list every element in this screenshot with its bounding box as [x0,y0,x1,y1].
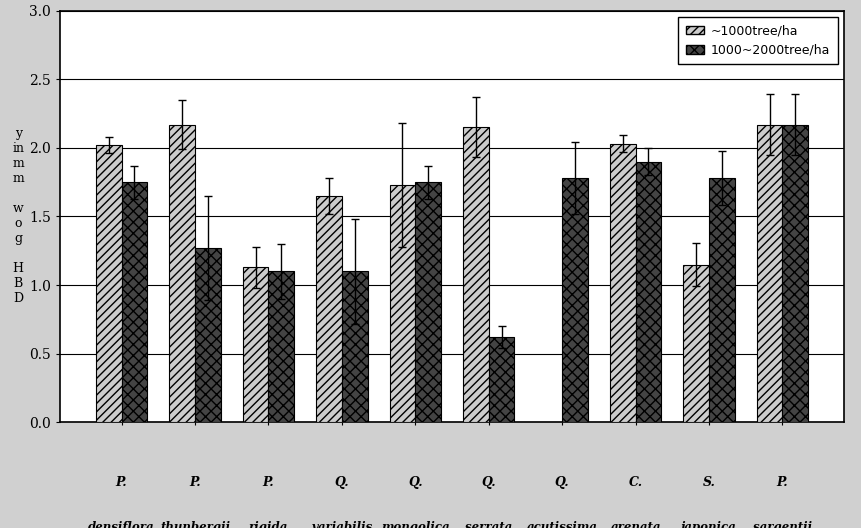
Text: densiflora: densiflora [89,521,155,528]
Text: variabilis: variabilis [312,521,373,528]
Text: acutissima: acutissima [527,521,598,528]
Bar [489,337,514,422]
Text: arenata: arenata [610,521,661,528]
Text: Q.: Q. [408,476,423,489]
Text: serrata: serrata [465,521,512,528]
Bar [463,127,489,422]
Bar [170,125,195,422]
Bar [316,196,342,422]
Text: P.: P. [777,476,789,489]
Text: P.: P. [189,476,201,489]
Bar [757,125,783,422]
Text: S.: S. [703,476,715,489]
Bar [96,145,121,422]
Bar [415,182,441,422]
Bar [709,178,734,422]
Text: C.: C. [629,476,642,489]
Bar [121,182,147,422]
Bar [610,144,635,422]
Text: Q.: Q. [335,476,350,489]
Y-axis label: y
in
m
m
 
w
o
g
 
H
B
D: y in m m w o g H B D [12,127,24,306]
Bar [269,271,294,422]
Bar [635,162,661,422]
Bar [243,267,269,422]
Text: thunbergii: thunbergii [160,521,230,528]
Bar [390,185,415,422]
Bar [783,125,808,422]
Text: Q.: Q. [554,476,569,489]
Text: rigida: rigida [249,521,288,528]
Bar [562,178,588,422]
Bar [684,265,709,422]
Text: japonica: japonica [681,521,737,528]
Text: P.: P. [263,476,275,489]
Text: Q.: Q. [481,476,496,489]
Text: mongolica: mongolica [381,521,449,528]
Text: sargentii: sargentii [753,521,812,528]
Bar [195,248,220,422]
Text: P.: P. [115,476,127,489]
Legend: ~1000tree/ha, 1000~2000tree/ha: ~1000tree/ha, 1000~2000tree/ha [678,17,838,64]
Bar [342,271,368,422]
